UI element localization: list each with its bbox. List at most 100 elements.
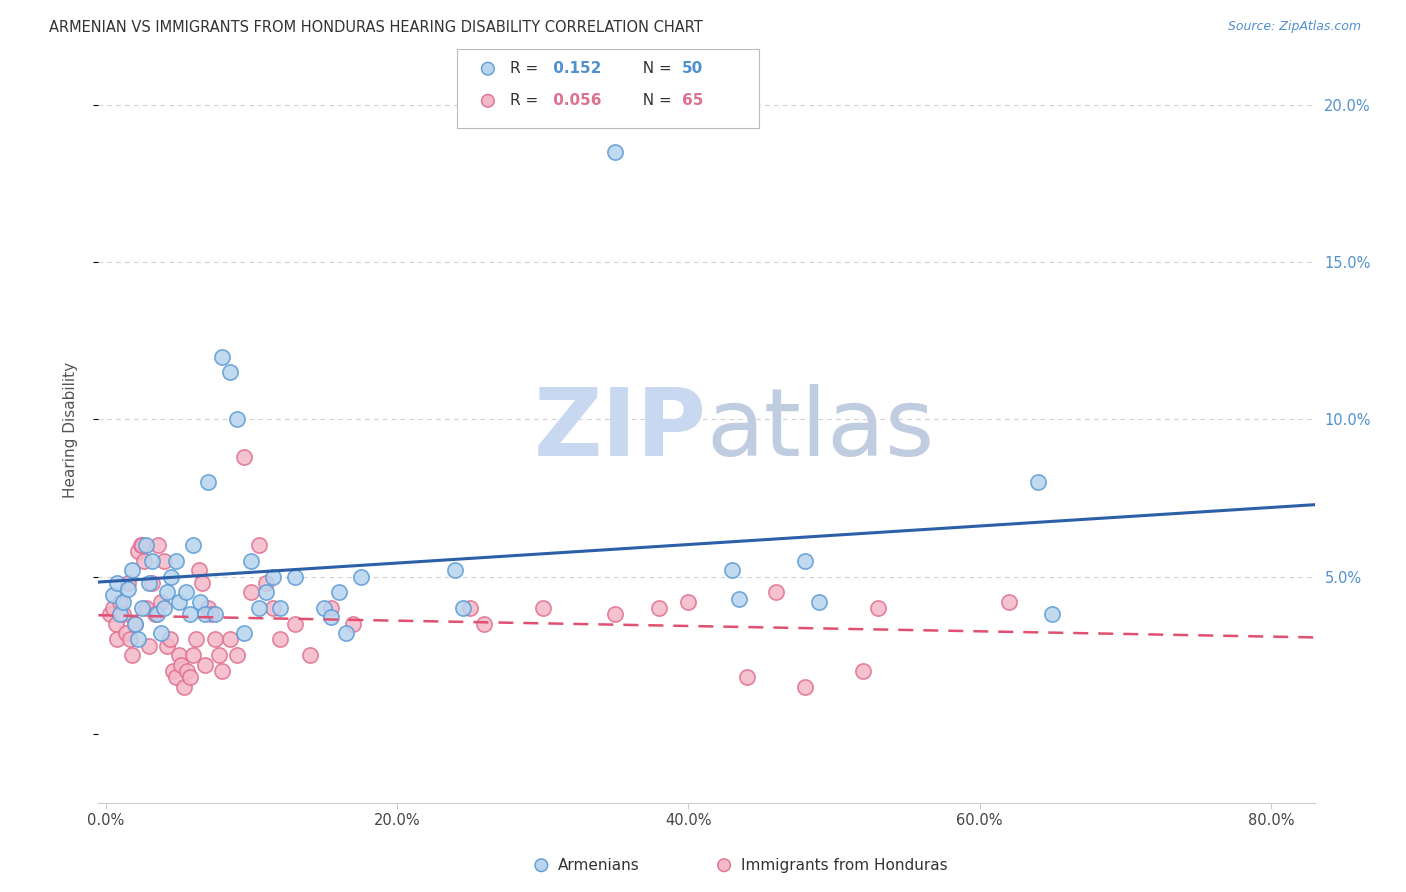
Point: [112, 607, 135, 622]
Point: [165, 554, 187, 568]
Point: [159, 632, 181, 647]
Point: [194, 657, 217, 672]
Point: [174, 585, 197, 599]
Point: [225, 648, 247, 662]
Point: [458, 601, 481, 615]
Point: [208, 648, 231, 662]
Point: [141, 575, 163, 590]
Point: [866, 601, 889, 615]
Point: [141, 554, 163, 568]
Point: [342, 616, 364, 631]
Point: [101, 601, 124, 615]
Point: [997, 595, 1019, 609]
Point: [110, 595, 132, 609]
Point: [129, 538, 152, 552]
Point: [117, 582, 139, 596]
Point: [124, 616, 146, 631]
Point: [321, 610, 343, 624]
Text: ZIP: ZIP: [534, 384, 707, 476]
Point: [143, 607, 166, 622]
Point: [150, 626, 173, 640]
Point: [204, 632, 226, 647]
Text: 65: 65: [682, 94, 703, 108]
Point: [190, 595, 212, 609]
Point: [104, 616, 127, 631]
Point: [605, 607, 627, 622]
Text: 0.056: 0.056: [548, 94, 602, 108]
Point: [121, 648, 143, 662]
Point: [153, 554, 176, 568]
Text: Immigrants from Honduras: Immigrants from Honduras: [741, 858, 948, 872]
Point: [648, 601, 671, 615]
Point: [181, 538, 204, 552]
Point: [793, 554, 815, 568]
Point: [131, 538, 153, 552]
Point: [176, 664, 198, 678]
Point: [170, 657, 193, 672]
Text: N =: N =: [633, 94, 676, 108]
Text: R =: R =: [510, 62, 544, 76]
Point: [254, 585, 277, 599]
Point: [135, 538, 157, 552]
Point: [194, 607, 217, 622]
Point: [127, 632, 149, 647]
Point: [262, 569, 284, 583]
Point: [793, 680, 815, 694]
Point: [1042, 607, 1064, 622]
Point: [150, 595, 173, 609]
Point: [200, 607, 222, 622]
Point: [444, 563, 467, 577]
Point: [138, 575, 160, 590]
Point: [132, 554, 155, 568]
Point: [269, 601, 291, 615]
Point: [247, 601, 270, 615]
Point: [197, 601, 219, 615]
Point: [262, 601, 284, 615]
Point: [240, 554, 263, 568]
Point: [735, 670, 758, 684]
Point: [728, 591, 751, 606]
Point: [284, 616, 307, 631]
Point: [451, 601, 474, 615]
Point: [105, 632, 128, 647]
Point: [181, 648, 204, 662]
Point: [110, 607, 132, 622]
Point: [233, 626, 256, 640]
Point: [314, 601, 336, 615]
Point: [156, 585, 179, 599]
Point: [145, 607, 167, 622]
Point: [121, 563, 143, 577]
Point: [112, 595, 135, 609]
Point: [105, 575, 128, 590]
Point: [167, 595, 190, 609]
Point: [124, 616, 146, 631]
Point: [197, 475, 219, 490]
Point: [218, 632, 240, 647]
Point: [131, 601, 153, 615]
Point: [240, 585, 263, 599]
Point: [335, 626, 357, 640]
Point: [135, 601, 157, 615]
Point: [160, 569, 183, 583]
Point: [211, 664, 233, 678]
Point: [153, 601, 176, 615]
Point: [191, 575, 214, 590]
Point: [120, 632, 142, 647]
Point: [269, 632, 291, 647]
Point: [127, 544, 149, 558]
Point: [765, 585, 787, 599]
Text: ARMENIAN VS IMMIGRANTS FROM HONDURAS HEARING DISABILITY CORRELATION CHART: ARMENIAN VS IMMIGRANTS FROM HONDURAS HEA…: [49, 20, 703, 35]
Point: [204, 607, 226, 622]
Point: [328, 585, 350, 599]
Point: [184, 632, 207, 647]
Point: [218, 365, 240, 379]
Point: [605, 145, 627, 160]
Point: [146, 538, 169, 552]
Y-axis label: Hearing Disability: Hearing Disability: [63, 362, 77, 499]
Point: [284, 569, 307, 583]
Point: [721, 563, 744, 577]
Point: [808, 595, 831, 609]
Point: [167, 648, 190, 662]
Text: 50: 50: [682, 62, 703, 76]
Point: [298, 648, 321, 662]
